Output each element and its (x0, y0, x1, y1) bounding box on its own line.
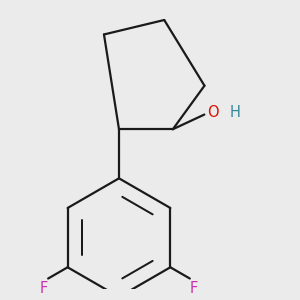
Text: F: F (190, 280, 198, 296)
Text: F: F (40, 280, 48, 296)
Text: O: O (207, 105, 219, 120)
Text: H: H (230, 105, 241, 120)
